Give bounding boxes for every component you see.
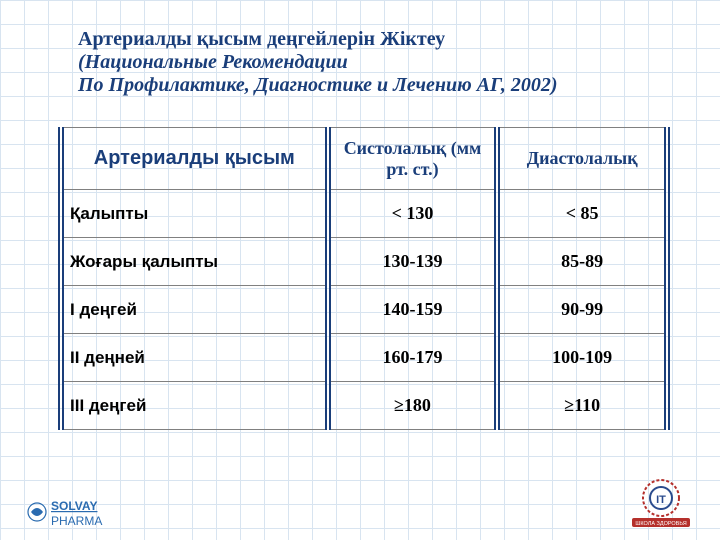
row-diastolic: ≥110 (497, 382, 667, 430)
table-row: III деңгей ≥180 ≥110 (61, 382, 667, 430)
col-header-systolic: Систолалық (мм рт. ст.) (328, 128, 498, 190)
col-header-bp: Артериалды қысым (61, 128, 328, 190)
row-diastolic: < 85 (497, 190, 667, 238)
table-row: Қалыпты < 130 < 85 (61, 190, 667, 238)
row-label: III деңгей (61, 382, 328, 430)
row-systolic: ≥180 (328, 382, 498, 430)
row-label: I деңгей (61, 286, 328, 334)
row-label: Қалыпты (61, 190, 328, 238)
school-health-logo: IT ШКОЛА ЗДОРОВЬЯ (626, 474, 696, 534)
solvay-text: SOLVAY (51, 499, 97, 513)
row-systolic: < 130 (328, 190, 498, 238)
row-label: Жоғары қалыпты (61, 238, 328, 286)
title-line-2: (Национальные Рекомендации (78, 51, 660, 74)
table-row: II деңней 160-179 100-109 (61, 334, 667, 382)
bp-classification-table: Артериалды қысым Систолалық (мм рт. ст.)… (58, 127, 670, 430)
col-header-diastolic: Диастолалық (497, 128, 667, 190)
row-diastolic: 90-99 (497, 286, 667, 334)
row-systolic: 160-179 (328, 334, 498, 382)
solvay-pharma-logo: SOLVAY PHARMA (26, 492, 146, 532)
svg-text:IT: IT (656, 494, 666, 506)
slide-title: Артериалды қысым деңгейлерін Жіктеу (Нац… (0, 0, 720, 109)
title-line-3: По Профилактике, Диагностике и Лечению А… (78, 74, 660, 97)
row-diastolic: 100-109 (497, 334, 667, 382)
title-line-1: Артериалды қысым деңгейлерін Жіктеу (78, 28, 660, 51)
table-row: Жоғары қалыпты 130-139 85-89 (61, 238, 667, 286)
ribbon-text: ШКОЛА ЗДОРОВЬЯ (635, 521, 686, 527)
row-systolic: 140-159 (328, 286, 498, 334)
pharma-text: PHARMA (51, 514, 102, 528)
table-header-row: Артериалды қысым Систолалық (мм рт. ст.)… (61, 128, 667, 190)
row-diastolic: 85-89 (497, 238, 667, 286)
row-label: II деңней (61, 334, 328, 382)
row-systolic: 130-139 (328, 238, 498, 286)
table-row: I деңгей 140-159 90-99 (61, 286, 667, 334)
